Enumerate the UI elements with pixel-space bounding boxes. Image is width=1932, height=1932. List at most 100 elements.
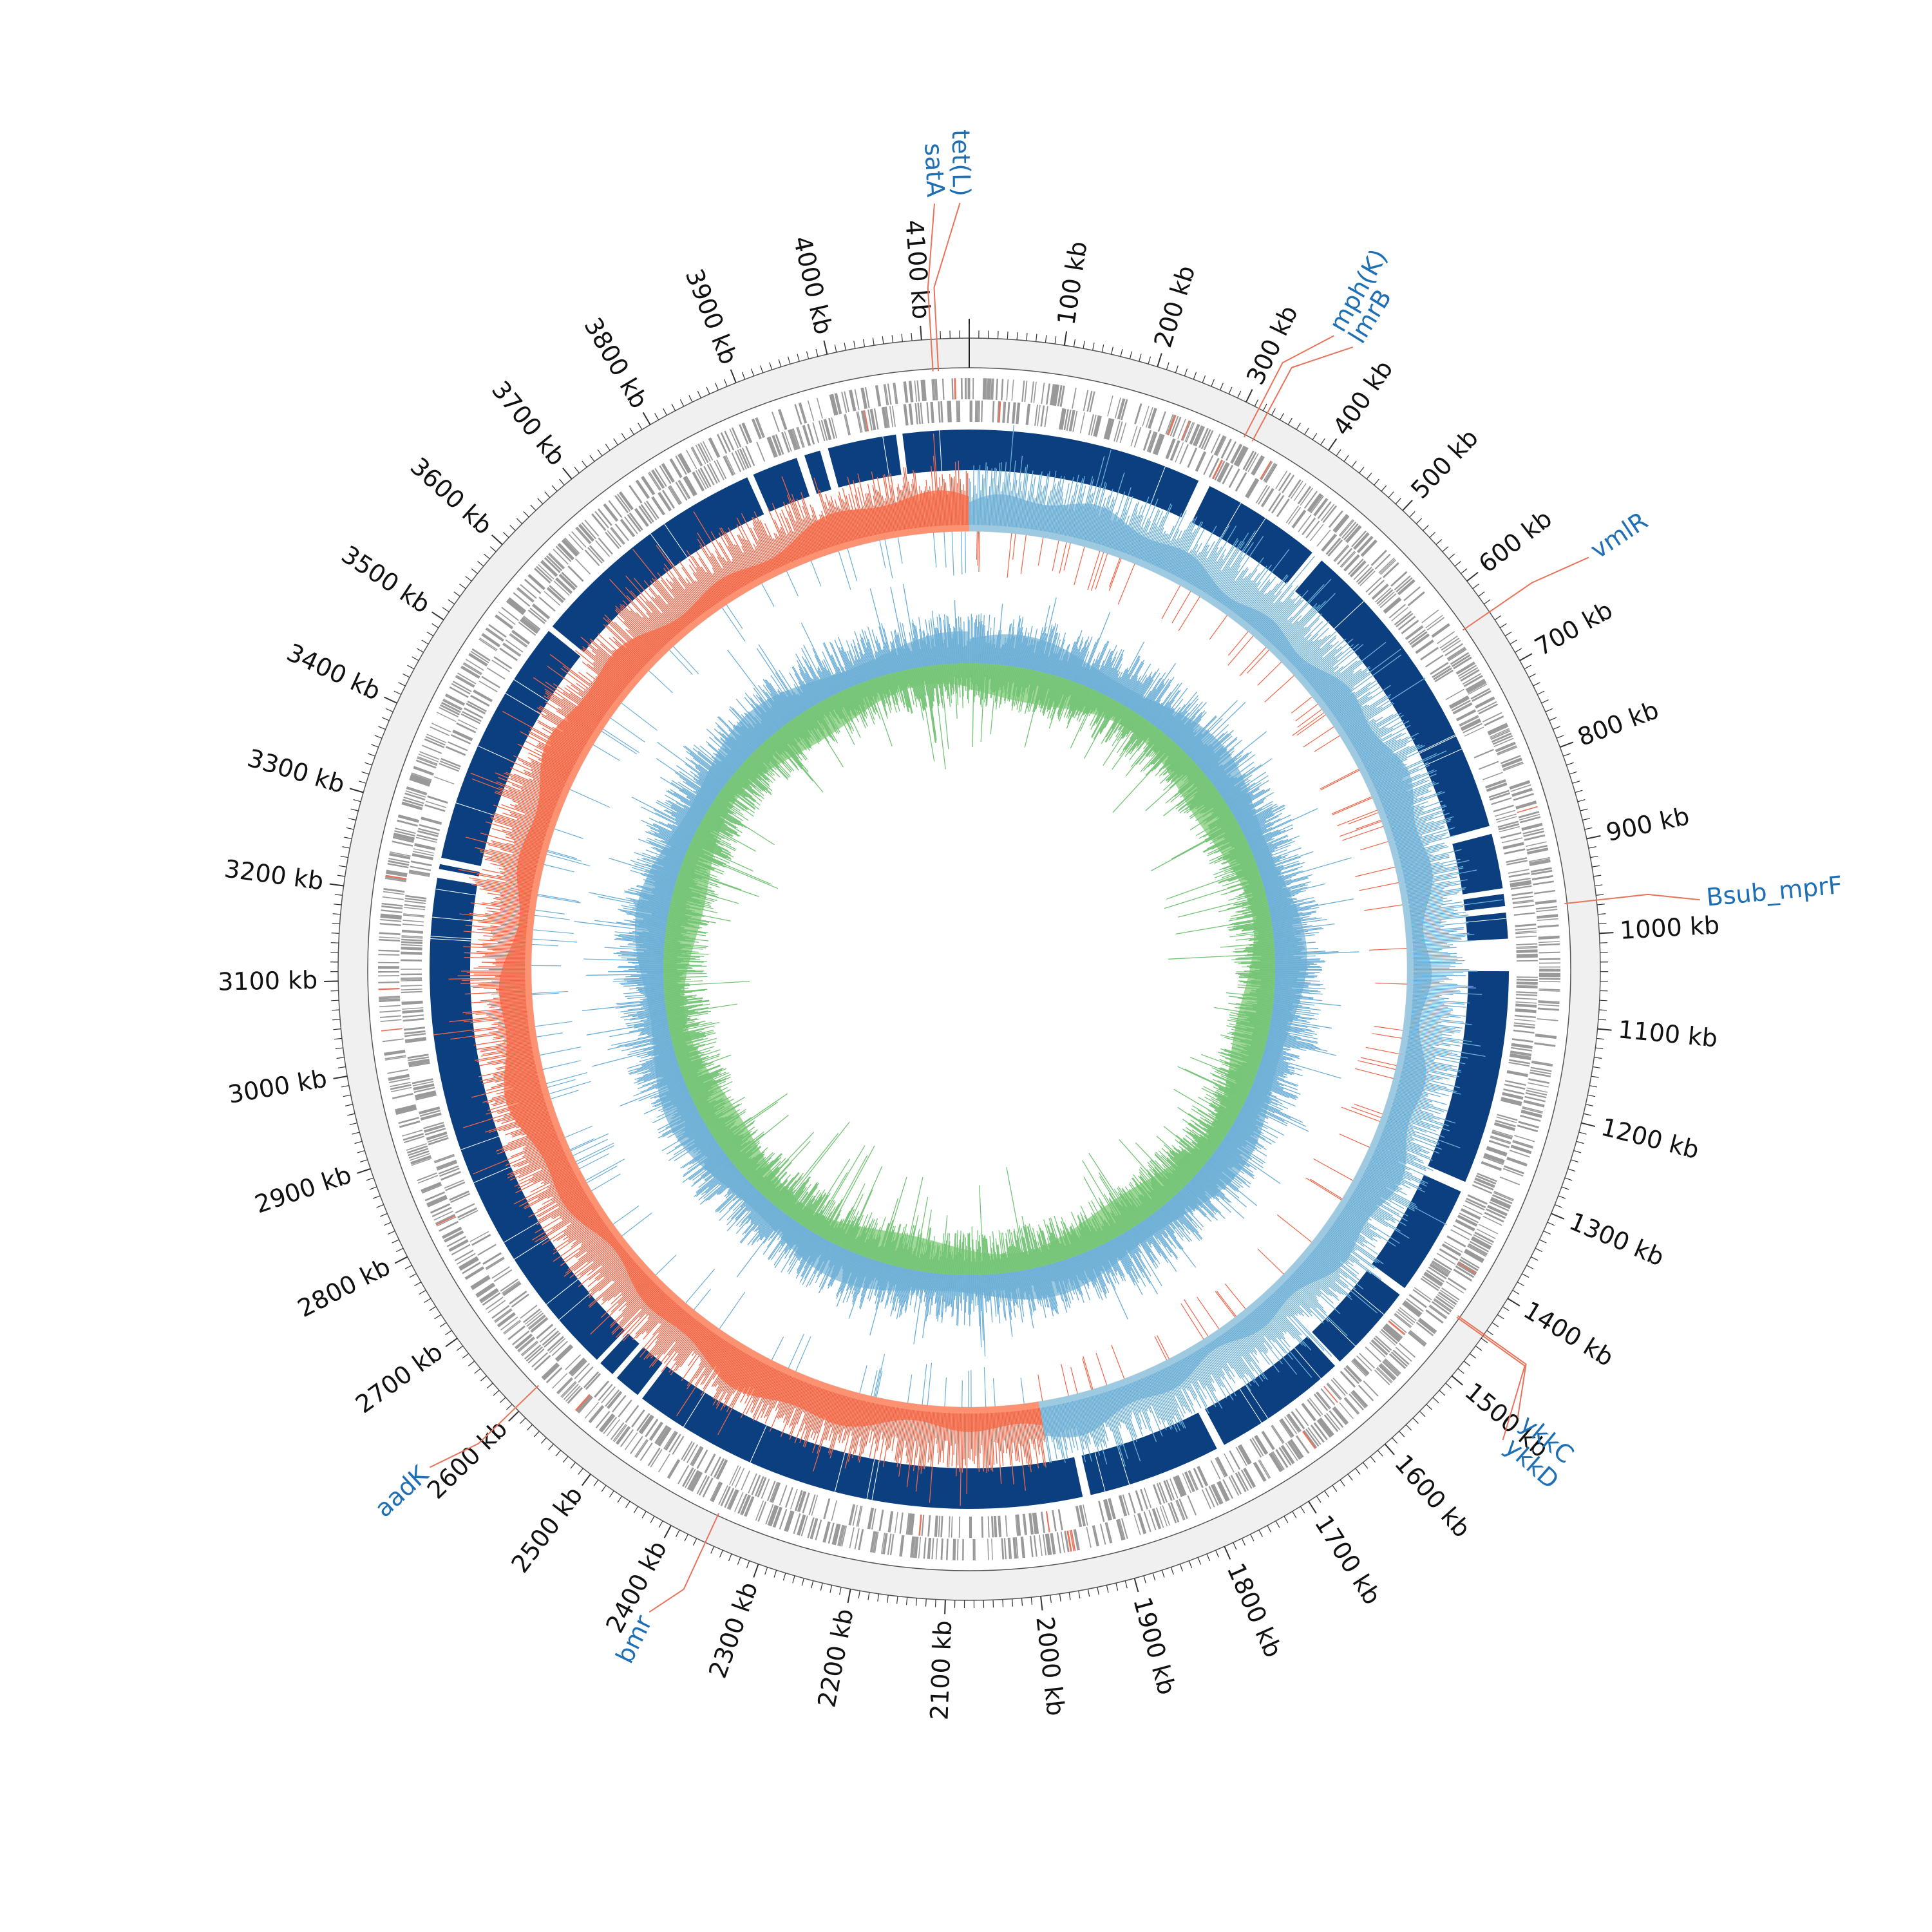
cds-feature bbox=[1463, 1204, 1483, 1215]
cds-feature bbox=[636, 1413, 650, 1432]
cds-feature bbox=[1285, 1443, 1298, 1461]
gc-skew-spike bbox=[1179, 1360, 1192, 1384]
gc-skew-spike bbox=[537, 894, 580, 902]
gc-skew-spike bbox=[529, 1148, 563, 1164]
cds-feature bbox=[1447, 1277, 1467, 1291]
cds-feature bbox=[1539, 989, 1560, 992]
gc-skew-spike bbox=[1005, 1412, 1011, 1466]
gc-skew-spike bbox=[1347, 719, 1376, 737]
cds-feature bbox=[1534, 1042, 1556, 1047]
cds-feature bbox=[1177, 1475, 1187, 1495]
gc-skew-spike bbox=[1042, 496, 1050, 531]
gc-skew-spike bbox=[984, 1413, 987, 1473]
gc-skew-spike bbox=[795, 1382, 806, 1408]
gc-skew-spike bbox=[702, 1343, 730, 1385]
gc-skew-spike bbox=[865, 1403, 876, 1446]
cds-feature bbox=[547, 1336, 564, 1352]
gc-skew-spike bbox=[1224, 578, 1244, 606]
gc-skew-spike bbox=[1074, 504, 1083, 538]
gc-below-spike bbox=[1000, 665, 1006, 705]
gc-skew-spike bbox=[1406, 1048, 1448, 1057]
gc-skew-spike bbox=[582, 648, 628, 686]
gc-below-spike bbox=[1148, 727, 1157, 739]
gc-skew-spike bbox=[1249, 1313, 1271, 1341]
minor-tick bbox=[1504, 631, 1512, 636]
gc-skew-spike bbox=[1179, 544, 1198, 578]
cds-feature bbox=[380, 918, 402, 922]
gc-skew-spike bbox=[536, 710, 588, 742]
cds-feature bbox=[456, 722, 477, 734]
gc-skew-spike bbox=[753, 1364, 767, 1389]
gc-skew-spike bbox=[761, 1368, 775, 1398]
gc-skew-spike bbox=[1401, 857, 1450, 869]
cds-feature bbox=[1492, 1130, 1513, 1137]
gc-skew-spike bbox=[1224, 1283, 1246, 1309]
gc-skew-spike bbox=[556, 710, 593, 734]
gc-skew-spike bbox=[512, 800, 553, 816]
gc-skew-spike bbox=[1397, 1084, 1441, 1097]
cds-feature bbox=[799, 402, 808, 424]
block-gap bbox=[1425, 748, 1463, 766]
gc-above-spike bbox=[1116, 659, 1141, 702]
gc-skew-spike bbox=[620, 1287, 660, 1329]
minor-tick bbox=[741, 372, 746, 380]
gc-skew-spike bbox=[972, 1413, 974, 1462]
gc-skew-spike bbox=[607, 619, 650, 661]
gc-skew-spike bbox=[481, 1046, 532, 1057]
cds-feature bbox=[916, 380, 920, 402]
minor-tick bbox=[679, 399, 685, 407]
cds-feature bbox=[458, 719, 478, 730]
gc-skew-spike bbox=[1270, 583, 1325, 643]
gc-skew-spike bbox=[994, 485, 998, 526]
gc-skew-spike bbox=[669, 581, 699, 618]
cds-feature bbox=[1310, 1425, 1325, 1443]
cds-feature bbox=[608, 1392, 623, 1409]
minor-tick bbox=[526, 1424, 533, 1431]
gc-skew-spike bbox=[1061, 1363, 1069, 1396]
gc-skew-spike bbox=[511, 1122, 553, 1138]
cds-feature bbox=[508, 597, 527, 612]
gc-skew-spike bbox=[646, 1311, 687, 1359]
cds-feature bbox=[726, 1489, 737, 1509]
cds-feature bbox=[1215, 435, 1226, 456]
gc-skew-spike bbox=[817, 1393, 837, 1454]
gc-above-spike bbox=[1132, 668, 1160, 711]
cds-feature bbox=[1484, 1153, 1505, 1162]
cds-feature bbox=[413, 848, 435, 854]
gc-skew-spike bbox=[1142, 1378, 1160, 1419]
gc-skew-spike bbox=[1286, 634, 1312, 659]
gc-above-spike bbox=[1110, 677, 1121, 698]
cds-feature bbox=[1443, 639, 1461, 653]
cds-feature bbox=[485, 1296, 504, 1311]
cds-feature bbox=[450, 734, 471, 744]
cds-feature bbox=[797, 1514, 805, 1535]
gc-skew-spike bbox=[647, 1296, 669, 1320]
gc-below-spike bbox=[972, 663, 974, 748]
gc-skew-spike bbox=[1395, 1094, 1434, 1106]
gc-skew-spike bbox=[1117, 1388, 1137, 1443]
gc-skew-spike bbox=[1245, 590, 1271, 622]
minor-tick bbox=[1320, 438, 1325, 446]
gc-skew-spike bbox=[1413, 947, 1457, 950]
minor-tick bbox=[429, 1306, 437, 1311]
cds-feature bbox=[1466, 679, 1486, 692]
cds-feature bbox=[549, 553, 565, 569]
cds-feature bbox=[692, 1472, 703, 1492]
cds-feature bbox=[1356, 567, 1372, 583]
cds-feature bbox=[1032, 1513, 1036, 1535]
cds-feature bbox=[1515, 927, 1537, 931]
gc-skew-spike bbox=[482, 902, 529, 910]
gc-skew-spike bbox=[524, 1139, 560, 1155]
gc-skew-spike bbox=[528, 730, 579, 759]
gc-skew-spike bbox=[1315, 1247, 1341, 1267]
gc-skew-spike bbox=[462, 1007, 527, 1014]
minor-tick bbox=[1078, 1591, 1081, 1599]
cds-feature bbox=[754, 1476, 764, 1497]
cds-feature bbox=[1007, 1537, 1011, 1559]
cds-feature bbox=[1530, 1072, 1551, 1077]
gc-below-spike bbox=[996, 665, 1001, 701]
gc-skew-spike bbox=[801, 498, 821, 551]
gc-skew-spike bbox=[551, 741, 580, 757]
cds-feature bbox=[1069, 1530, 1075, 1551]
tick-label: 2800 kb bbox=[293, 1252, 395, 1323]
